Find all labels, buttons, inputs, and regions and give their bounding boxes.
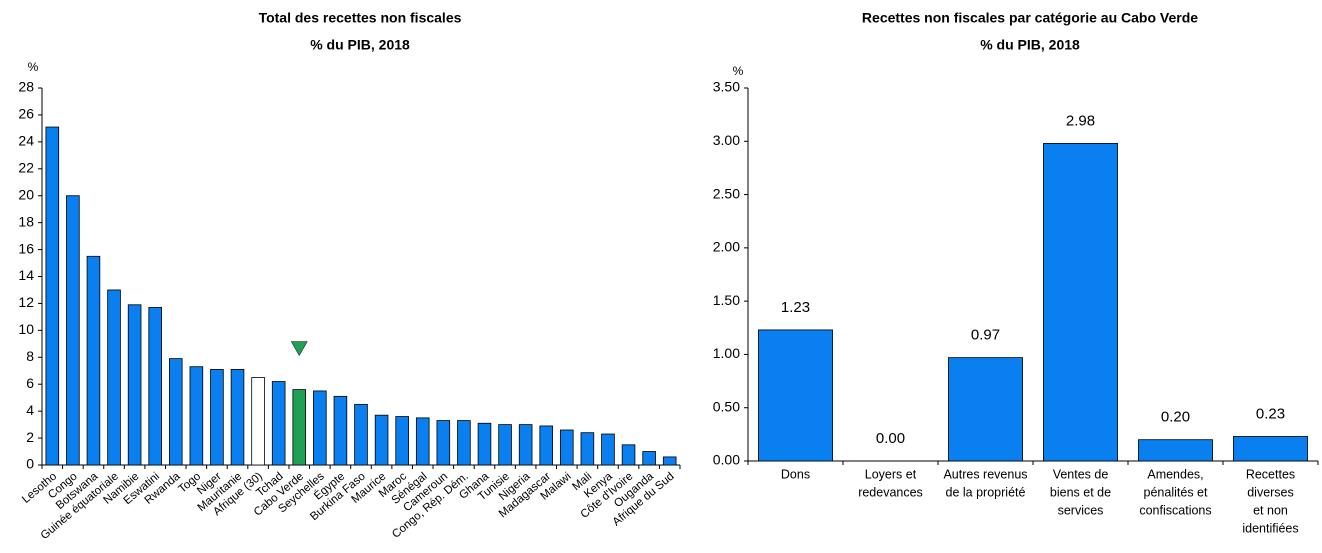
y-tick-label: 0.00 (713, 452, 740, 468)
bar (415, 417, 430, 466)
bar (601, 433, 615, 466)
bar (539, 425, 554, 466)
x-tick-label: Loyers et (865, 467, 917, 481)
bar (395, 416, 409, 466)
x-tick-label: diverses (1247, 485, 1294, 499)
x-tick-label: Recettes (1246, 467, 1295, 481)
x-tick-label: redevances (858, 485, 923, 499)
x-tick-label: identifiées (1242, 521, 1298, 535)
y-unit: % (28, 60, 39, 74)
bar (251, 377, 265, 466)
y-tick-label: 6 (26, 375, 34, 391)
x-tick-label: Autres revenus (943, 467, 1027, 481)
y-tick-label: 4 (26, 402, 34, 418)
bar (148, 307, 162, 466)
value-label: 0.00 (876, 430, 905, 447)
bar (107, 289, 121, 466)
bar (948, 357, 1023, 462)
value-label: 0.20 (1161, 409, 1190, 426)
x-tick-label: confiscations (1139, 503, 1211, 517)
bar (292, 389, 307, 466)
y-tick-label: 1.00 (713, 345, 740, 361)
chart-subtitle: % du PIB, 2018 (310, 37, 410, 53)
y-tick-label: 24 (18, 133, 34, 149)
y-tick-label: 28 (18, 79, 34, 95)
bar (271, 381, 286, 466)
y-tick-label: 3.50 (713, 79, 740, 95)
bar (621, 444, 636, 466)
x-tick-label: Amendes, (1147, 467, 1203, 481)
x-tick-label: services (1058, 503, 1104, 517)
y-tick-label: 20 (18, 186, 34, 202)
bar (1138, 439, 1213, 462)
chart-title: Total des recettes non fiscales (259, 10, 462, 26)
y-tick-label: 1.50 (713, 292, 740, 308)
y-tick-label: 18 (18, 213, 34, 229)
bar (127, 304, 142, 466)
bar (313, 390, 327, 466)
y-tick-label: 12 (18, 294, 34, 310)
value-label: 0.23 (1256, 405, 1285, 422)
x-tick-label: pénalités et (1144, 485, 1208, 499)
bar (1233, 436, 1308, 462)
bar (354, 404, 368, 466)
y-tick-label: 3.00 (713, 132, 740, 148)
bar (518, 424, 533, 466)
y-tick-label: 10 (18, 321, 34, 337)
bar (374, 414, 389, 466)
y-tick-label: 0 (26, 456, 34, 472)
x-tick-label: et non (1253, 503, 1288, 517)
y-tick-label: 14 (18, 267, 34, 283)
bar (642, 451, 656, 466)
bar (1043, 143, 1118, 462)
bar (457, 420, 471, 466)
x-tick-label: biens et de (1050, 485, 1111, 499)
y-unit: % (733, 64, 744, 78)
bar (498, 424, 512, 466)
y-tick-label: 22 (18, 159, 34, 175)
bar (580, 432, 595, 466)
y-tick-label: 2.50 (713, 185, 740, 201)
y-tick-label: 0.50 (713, 398, 740, 414)
bar (333, 395, 348, 466)
bar (560, 429, 574, 466)
highlight-marker (290, 341, 308, 357)
y-tick-label: 2 (26, 429, 34, 445)
x-tick-label: Ventes de (1053, 467, 1109, 481)
bar (189, 366, 204, 466)
value-label: 2.98 (1066, 112, 1095, 129)
bar (662, 456, 677, 466)
bar (86, 255, 101, 466)
x-tick-label: de la propriété (946, 485, 1026, 499)
chart-subtitle: % du PIB, 2018 (980, 37, 1080, 53)
y-tick-label: 2.00 (713, 239, 740, 255)
x-tick-label: Dons (781, 467, 810, 481)
bar (436, 420, 451, 466)
y-tick-label: 26 (18, 106, 34, 122)
bar (230, 369, 245, 466)
y-tick-label: 8 (26, 348, 34, 364)
chart-title: Recettes non fiscales par catégorie au C… (862, 10, 1198, 26)
bar (168, 358, 183, 466)
bar (477, 422, 492, 466)
value-label: 0.97 (971, 327, 1000, 344)
value-label: 1.23 (781, 299, 810, 316)
bar (758, 329, 833, 462)
bar (45, 126, 60, 466)
bar (210, 369, 224, 466)
y-tick-label: 16 (18, 240, 34, 256)
bar (66, 195, 80, 466)
